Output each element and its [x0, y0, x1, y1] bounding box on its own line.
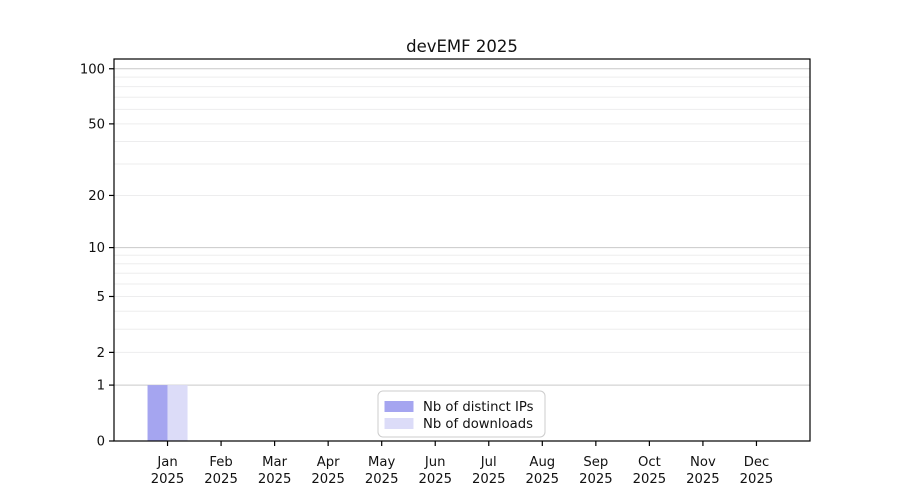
- chart-title: devEMF 2025: [406, 37, 518, 56]
- legend-swatch-nb-of-distinct-ips: [384, 401, 414, 412]
- x-tick-label-year: 2025: [472, 472, 506, 487]
- x-tick-label-month: Oct: [638, 455, 661, 470]
- y-tick-label: 50: [88, 117, 105, 132]
- x-tick-label-year: 2025: [365, 472, 399, 487]
- x-tick-label-year: 2025: [151, 472, 185, 487]
- legend-swatch-nb-of-downloads: [384, 418, 414, 429]
- y-tick-label: 100: [80, 62, 105, 77]
- x-tick-label-month: Feb: [209, 455, 232, 470]
- legend-label-nb-of-distinct-ips: Nb of distinct IPs: [423, 400, 534, 415]
- x-tick-label-month: Nov: [690, 455, 716, 470]
- x-tick-label-year: 2025: [526, 472, 560, 487]
- x-tick-label-month: Jul: [480, 455, 497, 470]
- bar-nb-of-distinct-ips-jan: [147, 385, 168, 441]
- x-tick-label-month: Jan: [156, 455, 177, 470]
- x-tick-label-month: Jun: [424, 455, 446, 470]
- x-tick-label-year: 2025: [418, 472, 452, 487]
- x-tick-label-month: Mar: [262, 455, 287, 470]
- y-tick-label: 1: [97, 379, 105, 394]
- x-tick-label-year: 2025: [633, 472, 667, 487]
- plot-border: [113, 58, 811, 442]
- x-tick-label-year: 2025: [204, 472, 238, 487]
- x-tick-label-year: 2025: [258, 472, 292, 487]
- x-tick-label-year: 2025: [311, 472, 345, 487]
- x-tick-label-year: 2025: [686, 472, 720, 487]
- y-tick-label: 10: [88, 241, 105, 256]
- x-tick-label-month: Aug: [529, 455, 555, 470]
- bar-nb-of-downloads-jan: [167, 385, 188, 441]
- x-tick-label-month: May: [368, 455, 395, 470]
- y-tick-label: 2: [97, 346, 105, 361]
- legend-label-nb-of-downloads: Nb of downloads: [423, 417, 533, 432]
- y-tick-label: 0: [97, 435, 105, 450]
- x-tick-label-year: 2025: [740, 472, 774, 487]
- x-tick-label-month: Dec: [744, 455, 770, 470]
- y-tick-label: 20: [88, 189, 105, 204]
- x-tick-label-month: Sep: [583, 455, 608, 470]
- x-tick-label-year: 2025: [579, 472, 613, 487]
- legend-box: [377, 390, 546, 438]
- y-tick-label: 5: [97, 290, 105, 305]
- x-tick-label-month: Apr: [317, 455, 340, 470]
